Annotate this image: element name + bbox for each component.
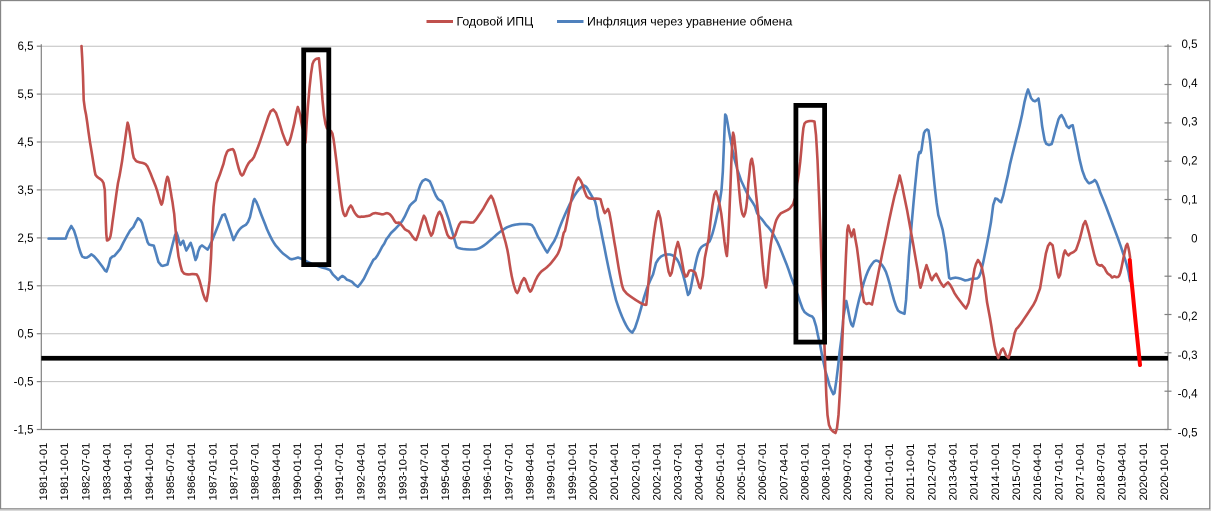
svg-text:0,5: 0,5 <box>1182 39 1198 51</box>
svg-text:1981-10-01: 1981-10-01 <box>59 443 71 501</box>
svg-text:2019-04-01: 2019-04-01 <box>1117 443 1129 501</box>
svg-text:6,5: 6,5 <box>18 41 34 53</box>
svg-text:1987-10-01: 1987-10-01 <box>228 443 240 501</box>
svg-text:2020-10-01: 2020-10-01 <box>1159 443 1171 501</box>
svg-text:2015-07-01: 2015-07-01 <box>1011 443 1023 501</box>
svg-text:2005-01-01: 2005-01-01 <box>715 443 727 501</box>
svg-text:1999-10-01: 1999-10-01 <box>567 443 579 501</box>
svg-text:2013-04-01: 2013-04-01 <box>948 443 960 501</box>
svg-text:2004-04-01: 2004-04-01 <box>694 443 706 501</box>
svg-text:1,5: 1,5 <box>18 281 34 293</box>
svg-text:-0,2: -0,2 <box>1178 311 1198 323</box>
svg-text:1992-04-01: 1992-04-01 <box>355 443 367 501</box>
svg-text:1982-07-01: 1982-07-01 <box>80 443 92 501</box>
svg-text:1998-04-01: 1998-04-01 <box>525 443 537 501</box>
svg-text:-0,3: -0,3 <box>1178 350 1198 362</box>
svg-text:1986-04-01: 1986-04-01 <box>186 443 198 501</box>
svg-text:1984-10-01: 1984-10-01 <box>144 443 156 501</box>
svg-text:2003-07-01: 2003-07-01 <box>673 443 685 501</box>
svg-text:1996-10-01: 1996-10-01 <box>482 443 494 501</box>
svg-text:Инфляция через уравнение обмен: Инфляция через уравнение обмена <box>587 15 792 29</box>
svg-text:2020-01-01: 2020-01-01 <box>1138 443 1150 501</box>
svg-text:1985-07-01: 1985-07-01 <box>165 443 177 501</box>
svg-text:-1,5: -1,5 <box>14 425 34 437</box>
svg-text:5,5: 5,5 <box>18 89 34 101</box>
svg-text:2018-07-01: 2018-07-01 <box>1096 443 1108 501</box>
svg-text:2014-01-01: 2014-01-01 <box>969 443 981 501</box>
svg-text:3,5: 3,5 <box>18 185 34 197</box>
svg-text:1981-01-01: 1981-01-01 <box>38 443 50 501</box>
svg-text:2010-04-01: 2010-04-01 <box>863 443 875 501</box>
svg-text:2002-10-01: 2002-10-01 <box>651 443 663 501</box>
svg-text:1987-01-01: 1987-01-01 <box>207 443 219 501</box>
svg-text:1983-04-01: 1983-04-01 <box>102 443 114 501</box>
svg-text:Годовой ИПЦ: Годовой ИПЦ <box>457 15 534 29</box>
svg-text:0,2: 0,2 <box>1182 156 1198 168</box>
svg-text:1991-07-01: 1991-07-01 <box>334 443 346 501</box>
svg-text:2008-10-01: 2008-10-01 <box>821 443 833 501</box>
svg-text:2009-07-01: 2009-07-01 <box>842 443 854 501</box>
svg-text:-0,5: -0,5 <box>14 377 34 389</box>
svg-text:2011-10-01: 2011-10-01 <box>905 444 917 501</box>
svg-text:1993-01-01: 1993-01-01 <box>377 443 389 501</box>
svg-text:1984-01-01: 1984-01-01 <box>123 443 135 501</box>
svg-text:2005-10-01: 2005-10-01 <box>736 443 748 501</box>
svg-text:2000-07-01: 2000-07-01 <box>588 443 600 501</box>
svg-text:-0,5: -0,5 <box>1178 428 1198 440</box>
svg-text:2011-01-01: 2011-01-01 <box>884 444 896 501</box>
svg-text:1989-04-01: 1989-04-01 <box>271 443 283 501</box>
svg-text:1993-10-01: 1993-10-01 <box>398 443 410 501</box>
svg-text:1997-07-01: 1997-07-01 <box>503 443 515 501</box>
svg-text:1999-01-01: 1999-01-01 <box>546 443 558 501</box>
svg-text:2017-10-01: 2017-10-01 <box>1074 443 1086 501</box>
svg-text:1996-01-01: 1996-01-01 <box>461 443 473 501</box>
svg-text:-0,4: -0,4 <box>1178 389 1198 401</box>
svg-text:2012-07-01: 2012-07-01 <box>926 443 938 501</box>
svg-text:2,5: 2,5 <box>18 233 34 245</box>
svg-text:2001-04-01: 2001-04-01 <box>609 443 621 501</box>
svg-text:2002-01-01: 2002-01-01 <box>630 443 642 501</box>
svg-text:1990-01-01: 1990-01-01 <box>292 443 304 501</box>
svg-text:1995-04-01: 1995-04-01 <box>440 443 452 501</box>
svg-text:2008-01-01: 2008-01-01 <box>800 443 812 501</box>
svg-text:0,5: 0,5 <box>18 329 34 341</box>
svg-text:2014-10-01: 2014-10-01 <box>990 443 1002 501</box>
svg-text:1994-07-01: 1994-07-01 <box>419 443 431 501</box>
svg-text:0: 0 <box>1191 233 1197 245</box>
svg-text:1990-10-01: 1990-10-01 <box>313 443 325 501</box>
svg-text:4,5: 4,5 <box>18 137 34 149</box>
svg-text:2007-04-01: 2007-04-01 <box>778 443 790 501</box>
svg-text:0,3: 0,3 <box>1182 117 1198 129</box>
svg-text:2017-01-01: 2017-01-01 <box>1053 443 1065 501</box>
svg-text:2006-07-01: 2006-07-01 <box>757 443 769 501</box>
svg-text:2016-04-01: 2016-04-01 <box>1032 443 1044 501</box>
svg-text:-0,1: -0,1 <box>1178 272 1198 284</box>
svg-text:1988-07-01: 1988-07-01 <box>250 443 262 501</box>
svg-text:0,4: 0,4 <box>1182 78 1199 90</box>
svg-text:0,1: 0,1 <box>1182 194 1198 206</box>
